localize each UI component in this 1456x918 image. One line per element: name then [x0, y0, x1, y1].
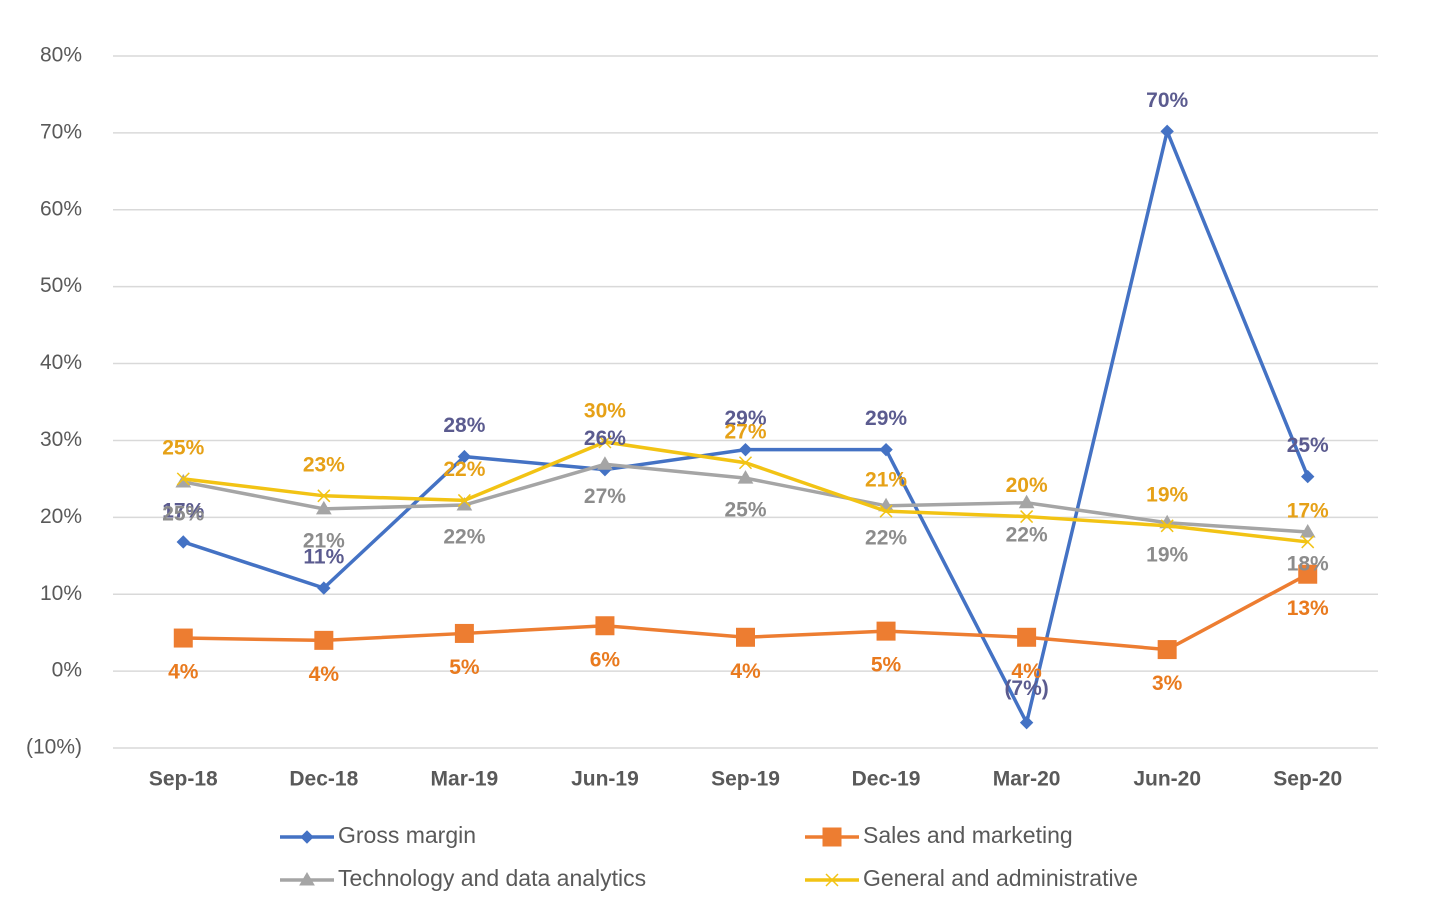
marker — [299, 872, 315, 886]
data-label: 18% — [1287, 552, 1329, 575]
marker — [879, 504, 893, 518]
x-tick-label: Jun-20 — [1133, 768, 1201, 791]
data-label: 21% — [303, 529, 345, 552]
marker — [822, 827, 842, 847]
x-tick-label: Mar-19 — [431, 768, 499, 791]
y-tick-label: 60% — [40, 197, 82, 220]
marker — [1157, 640, 1177, 660]
y-tick-label: 30% — [40, 428, 82, 451]
marker — [1017, 627, 1037, 647]
data-label: 29% — [724, 407, 766, 430]
data-label: 5% — [449, 656, 480, 679]
marker — [1160, 124, 1174, 139]
x-tick-label: Dec-18 — [289, 768, 358, 791]
data-label: 27% — [724, 420, 766, 443]
marker — [598, 435, 612, 449]
data-label: 3% — [1152, 672, 1183, 695]
data-label: 13% — [1287, 597, 1329, 620]
data-label: 19% — [1146, 483, 1188, 506]
data-label: 22% — [443, 458, 485, 481]
y-tick-label: 0% — [52, 659, 82, 682]
x-tick-label: Sep-19 — [711, 768, 780, 791]
data-label: 20% — [1006, 474, 1048, 497]
marker — [1301, 535, 1315, 549]
data-label: 4% — [730, 660, 761, 683]
data-label: 29% — [865, 407, 907, 430]
x-tick-label: Dec-19 — [852, 768, 921, 791]
marker — [176, 472, 190, 486]
marker — [879, 442, 893, 457]
marker — [736, 627, 755, 647]
data-label: 25% — [724, 499, 766, 522]
data-label: 27% — [584, 485, 626, 508]
y-tick-label: 70% — [40, 120, 82, 143]
legend-label: Gross margin — [338, 822, 476, 848]
x-tick-label: Jun-19 — [571, 768, 639, 791]
data-label: 4% — [309, 663, 340, 686]
data-label: 4% — [168, 661, 199, 684]
marker — [457, 493, 471, 507]
marker — [738, 442, 753, 457]
marker — [1020, 510, 1034, 524]
marker — [1018, 494, 1035, 509]
data-label: 25% — [1287, 434, 1329, 457]
data-label: 25% — [162, 503, 204, 526]
data-label: 26% — [584, 427, 626, 450]
data-label: 19% — [1146, 543, 1188, 566]
legend-label: Sales and marketing — [863, 822, 1073, 848]
marker — [876, 621, 896, 641]
marker — [825, 873, 839, 887]
marker — [176, 535, 190, 549]
marker — [1019, 715, 1034, 730]
data-label: 28% — [443, 414, 485, 437]
x-tick-label: Sep-18 — [149, 768, 218, 791]
marker — [300, 830, 314, 844]
data-label: 17% — [162, 499, 204, 522]
data-label: (7%) — [1004, 677, 1048, 700]
marker — [738, 456, 753, 470]
marker — [457, 449, 472, 464]
series-line — [183, 440, 1308, 544]
data-label: 4% — [1011, 660, 1042, 683]
marker — [1301, 469, 1315, 484]
marker — [595, 616, 615, 636]
data-label: 30% — [584, 400, 626, 423]
marker — [1299, 523, 1316, 538]
data-label: 70% — [1146, 89, 1188, 112]
marker — [317, 581, 331, 595]
y-tick-label: 20% — [40, 505, 82, 528]
marker — [1298, 564, 1318, 584]
y-tick-label: 40% — [40, 351, 82, 374]
data-label: 23% — [303, 453, 345, 476]
legend-label: Technology and data analytics — [338, 865, 646, 891]
x-tick-label: Sep-20 — [1273, 768, 1342, 791]
marker — [315, 500, 332, 515]
data-label: 22% — [443, 526, 485, 549]
x-tick-label: Mar-20 — [993, 768, 1061, 791]
data-label: 22% — [865, 526, 907, 549]
data-label: 11% — [303, 546, 344, 569]
marker — [1160, 519, 1174, 533]
marker — [454, 623, 474, 643]
marker — [317, 489, 331, 503]
data-label: 22% — [1006, 523, 1048, 546]
y-tick-label: (10%) — [26, 736, 82, 759]
marker — [314, 630, 334, 650]
y-tick-label: 10% — [40, 582, 82, 605]
data-label: 6% — [590, 648, 621, 671]
data-label: 17% — [1287, 499, 1329, 522]
legend-label: General and administrative — [863, 865, 1138, 891]
data-label: 21% — [865, 469, 907, 492]
marker — [737, 470, 754, 484]
data-label: 25% — [162, 436, 204, 459]
data-label: 5% — [871, 654, 902, 677]
marker — [597, 456, 613, 470]
y-tick-label: 50% — [40, 274, 82, 297]
marker — [173, 628, 193, 648]
y-tick-label: 80% — [40, 44, 82, 67]
